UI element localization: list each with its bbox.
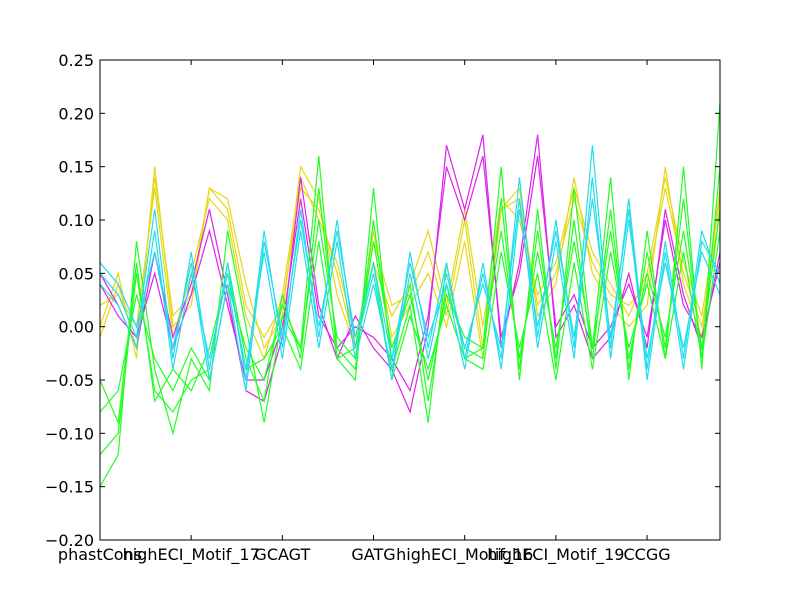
x-tick-label: GATG: [351, 545, 395, 564]
series-line-3-2: [99, 198, 721, 391]
y-tick-label: 0.05: [58, 264, 94, 283]
series-line-3-1: [99, 177, 721, 370]
series-layer: [99, 102, 721, 487]
x-tick-label: CCGG: [623, 545, 670, 564]
x-tick-label: highECI_Motif_16: [396, 545, 533, 565]
series-line-2-3: [99, 230, 721, 426]
y-tick-label: 0.00: [58, 318, 94, 337]
y-tick-label: 0.10: [58, 211, 94, 230]
y-tick-label: 0.20: [58, 104, 94, 123]
series-line-2-0: [99, 102, 721, 487]
y-tick-label: −0.10: [45, 424, 94, 443]
series-line-2-2: [99, 209, 721, 413]
y-tick-label: −0.15: [45, 478, 94, 497]
plot-frame: [99, 59, 721, 541]
x-tick-label: phastCons: [58, 545, 142, 564]
series-line-0-1: [99, 175, 721, 361]
x-tick-label: highECI_Motif_19: [487, 545, 624, 565]
series-line-2-1: [99, 166, 721, 456]
y-axis: −0.20 −0.15 −0.10 −0.05 0.00 0.05 0.10 0.15 0.20…: [45, 51, 720, 550]
y-tick-label: −0.05: [45, 371, 94, 390]
y-tick-label: −0.20: [45, 531, 94, 550]
x-tick-label: GCAGT: [254, 545, 310, 564]
x-tick-label: highECI_Motif_17: [123, 545, 260, 565]
y-tick-label: 0.25: [58, 51, 94, 70]
y-tick-label: 0.15: [58, 158, 94, 177]
